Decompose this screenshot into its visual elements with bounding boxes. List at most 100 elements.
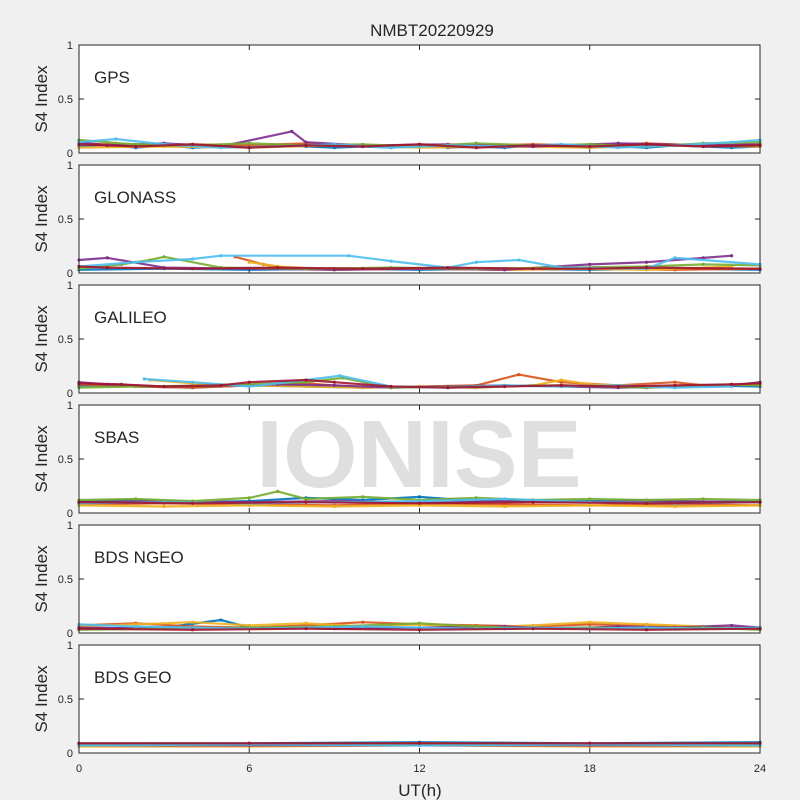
data-point [361, 267, 365, 271]
data-point [247, 260, 251, 264]
data-point [190, 380, 195, 384]
data-point [701, 262, 705, 266]
data-point [531, 627, 535, 631]
data-point [247, 141, 251, 145]
data-point [474, 146, 478, 150]
y-tick-label: 1 [67, 280, 73, 292]
y-tick-label: 1 [67, 40, 73, 52]
plot-area [79, 45, 760, 153]
data-point [332, 504, 336, 509]
data-point [673, 256, 677, 260]
data-point [673, 380, 677, 384]
data-point [644, 266, 649, 270]
data-point [304, 627, 308, 631]
y-tick-label: 1 [67, 400, 73, 412]
y-tick-label: 0 [67, 388, 73, 400]
data-point [247, 146, 251, 150]
data-point [346, 254, 351, 258]
data-point [531, 500, 535, 504]
data-point [247, 741, 251, 745]
data-point [219, 254, 223, 258]
x-tick-label: 12 [413, 763, 425, 775]
data-point [142, 377, 146, 381]
y-axis-label: S4 Index [32, 305, 51, 373]
data-point [503, 384, 507, 389]
data-point [517, 373, 521, 377]
data-point [332, 383, 336, 388]
data-point [119, 382, 124, 386]
panel-5: 0 0.5 1 BDS GEO S4 Index [32, 640, 762, 760]
data-point [361, 620, 365, 624]
series-line [78, 490, 761, 503]
panel-label: GPS [94, 68, 130, 87]
x-axis-label: UT(h) [398, 781, 441, 800]
panel-label: BDS GEO [94, 668, 171, 687]
data-point [417, 628, 422, 632]
data-point [644, 142, 649, 146]
data-point [588, 144, 592, 149]
data-point [446, 266, 450, 270]
data-point [247, 496, 251, 500]
data-point [219, 618, 223, 622]
y-tick-label: 0 [67, 268, 73, 280]
y-axis-label: S4 Index [32, 545, 51, 613]
panel-1: 0 0.5 1 GLONASS S4 Index [32, 160, 762, 280]
data-point [730, 140, 734, 144]
data-point [134, 497, 138, 501]
y-axis-label: S4 Index [32, 425, 51, 493]
data-point [417, 741, 422, 745]
y-tick-label: 0.5 [58, 574, 73, 586]
data-point [134, 624, 138, 629]
data-point [616, 146, 620, 150]
data-point [644, 498, 649, 502]
axes-frame [78, 164, 761, 274]
plot-area [79, 405, 760, 513]
data-point [304, 143, 308, 148]
y-tick-label: 1 [67, 520, 73, 532]
data-point [673, 383, 677, 388]
data-point [114, 137, 118, 141]
data-point [446, 386, 450, 390]
data-point [616, 141, 620, 145]
data-point [338, 374, 342, 378]
y-tick-label: 0.5 [58, 694, 73, 706]
data-point [162, 384, 166, 389]
data-point [190, 257, 195, 261]
data-point [332, 380, 336, 384]
panel-2: 0 0.5 1 GALILEO S4 Index [32, 280, 762, 400]
data-point [304, 500, 308, 504]
data-point [389, 146, 393, 150]
data-point [361, 144, 365, 149]
x-tick-label: 0 [76, 763, 82, 775]
data-point [588, 620, 592, 624]
y-tick-label: 1 [67, 640, 73, 652]
watermark: IONISE [256, 401, 581, 508]
x-tick-label: 18 [584, 763, 596, 775]
data-point [531, 143, 535, 148]
y-tick-label: 0.5 [58, 454, 73, 466]
data-point [247, 384, 251, 389]
data-point [105, 256, 109, 260]
data-point [276, 266, 280, 270]
data-point [517, 258, 521, 262]
data-point [304, 621, 308, 625]
data-point [417, 621, 422, 625]
y-tick-label: 0 [67, 748, 73, 760]
series-line [78, 265, 761, 270]
data-point [290, 129, 294, 133]
data-point [162, 255, 166, 259]
data-point [134, 260, 138, 264]
data-point [588, 497, 592, 501]
y-tick-label: 0.5 [58, 94, 73, 106]
y-tick-label: 0.5 [58, 334, 73, 346]
data-point [361, 495, 365, 499]
data-point [219, 383, 223, 388]
data-point [588, 741, 592, 745]
axes-frame [78, 44, 761, 154]
data-point [417, 501, 422, 505]
data-point [247, 380, 251, 384]
data-point [304, 378, 308, 382]
data-point [190, 501, 195, 505]
data-point [531, 267, 535, 271]
